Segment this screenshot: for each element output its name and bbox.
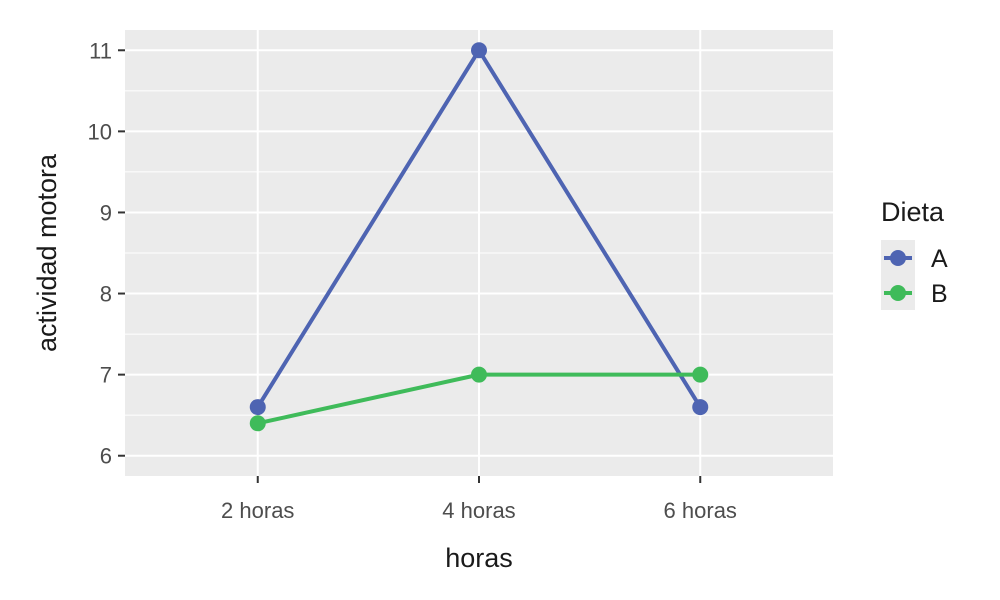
legend-key-point <box>890 250 906 266</box>
data-point-A <box>249 399 266 416</box>
y-tick-label: 7 <box>100 363 112 388</box>
x-axis-title: horas <box>445 543 513 573</box>
y-tick-label: 11 <box>89 38 112 63</box>
x-tick-label: 4 horas <box>442 498 515 523</box>
legend: Dieta AB <box>881 197 948 310</box>
legend-label-B: B <box>931 280 948 308</box>
series-layer <box>249 42 709 432</box>
x-tick-label: 2 horas <box>221 498 294 523</box>
data-point-B <box>692 366 709 383</box>
data-point-A <box>692 399 709 416</box>
y-tick-label: 9 <box>100 200 112 225</box>
legend-key-point <box>890 285 906 301</box>
y-tick-label: 8 <box>100 282 112 307</box>
data-point-B <box>471 366 487 383</box>
legend-title: Dieta <box>881 197 945 227</box>
legend-label-A: A <box>931 245 948 273</box>
x-axis: 2 horas 4 horas 6 horas <box>221 476 737 523</box>
x-tick-label: 6 horas <box>664 498 737 523</box>
y-axis: 6 7 8 9 10 11 <box>88 38 125 469</box>
y-tick-label: 10 <box>88 119 112 144</box>
data-point-A <box>471 42 487 59</box>
y-tick-label: 6 <box>100 444 112 469</box>
y-axis-title: actividad motora <box>32 153 62 352</box>
data-point-B <box>249 415 266 432</box>
